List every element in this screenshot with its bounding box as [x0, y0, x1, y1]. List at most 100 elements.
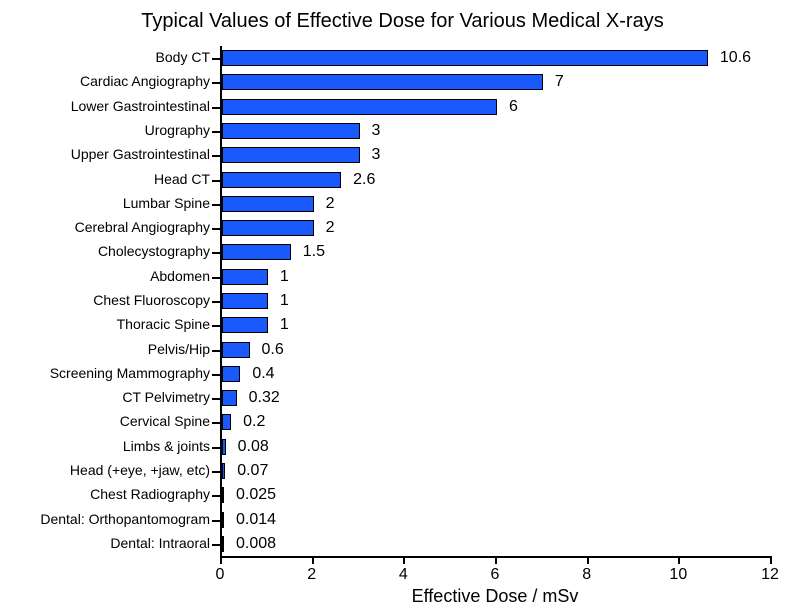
bar: [222, 99, 497, 115]
bar-value-label: 0.008: [236, 534, 276, 554]
y-axis-label: Pelvis/Hip: [0, 341, 210, 357]
y-axis-label: Chest Radiography: [0, 486, 210, 502]
y-axis-tick: [212, 277, 220, 279]
x-axis-tick-label: 6: [491, 566, 500, 584]
y-axis-label: Dental: Orthopantomogram: [0, 511, 210, 527]
y-axis-label: Dental: Intraoral: [0, 535, 210, 551]
bar-value-label: 2: [326, 194, 335, 214]
x-axis-tick-label: 2: [307, 566, 316, 584]
xray-dose-chart: Typical Values of Effective Dose for Var…: [0, 0, 805, 612]
bar-value-label: 2.6: [353, 170, 375, 190]
x-axis-tick: [495, 556, 497, 564]
bar-value-label: 3: [372, 121, 381, 141]
x-axis-tick: [403, 556, 405, 564]
bar: [222, 269, 268, 285]
y-axis-label: Lumbar Spine: [0, 195, 210, 211]
y-axis-tick: [212, 107, 220, 109]
y-axis-tick: [212, 495, 220, 497]
bar-value-label: 1: [280, 267, 289, 287]
y-axis-tick: [212, 131, 220, 133]
y-axis-label: Body CT: [0, 49, 210, 65]
bar-value-label: 0.07: [237, 461, 268, 481]
y-axis-label: Upper Gastrointestinal: [0, 146, 210, 162]
y-axis-label: Chest Fluoroscopy: [0, 292, 210, 308]
bar-value-label: 1: [280, 315, 289, 335]
bar: [222, 196, 314, 212]
y-axis-tick: [212, 325, 220, 327]
x-axis-label: Effective Dose / mSv: [220, 586, 770, 607]
y-axis-tick: [212, 422, 220, 424]
bar: [222, 487, 224, 503]
bar: [222, 244, 291, 260]
y-axis-label: Head CT: [0, 171, 210, 187]
bar-value-label: 0.2: [243, 412, 265, 432]
y-axis-tick: [212, 252, 220, 254]
bar: [222, 123, 360, 139]
y-axis-tick: [212, 228, 220, 230]
y-axis-tick: [212, 374, 220, 376]
y-axis-label: Urography: [0, 122, 210, 138]
x-axis-tick: [770, 556, 772, 564]
y-axis-tick: [212, 350, 220, 352]
y-axis-tick: [212, 544, 220, 546]
bar-value-label: 0.6: [262, 340, 284, 360]
bar-value-label: 0.025: [236, 485, 276, 505]
bar: [222, 366, 240, 382]
y-axis-tick: [212, 447, 220, 449]
x-axis-tick-label: 0: [216, 566, 225, 584]
bar: [222, 512, 224, 528]
bar: [222, 147, 360, 163]
bar: [222, 439, 226, 455]
bar: [222, 463, 225, 479]
chart-title: Typical Values of Effective Dose for Var…: [0, 10, 805, 33]
bar: [222, 317, 268, 333]
y-axis-tick: [212, 82, 220, 84]
bar: [222, 390, 237, 406]
bar: [222, 293, 268, 309]
y-axis-label: Lower Gastrointestinal: [0, 98, 210, 114]
bar: [222, 220, 314, 236]
y-axis-label: Cerebral Angiography: [0, 219, 210, 235]
y-axis-label: Head (+eye, +jaw, etc): [0, 462, 210, 478]
bar-value-label: 6: [509, 97, 518, 117]
y-axis-tick: [212, 301, 220, 303]
bar-value-label: 1.5: [303, 242, 325, 262]
bar-value-label: 2: [326, 218, 335, 238]
y-axis-label: Screening Mammography: [0, 365, 210, 381]
bar-value-label: 10.6: [720, 48, 751, 68]
y-axis-label: Cholecystography: [0, 243, 210, 259]
y-axis-label: Abdomen: [0, 268, 210, 284]
bar: [222, 536, 224, 552]
x-axis-tick: [587, 556, 589, 564]
bar: [222, 172, 341, 188]
y-axis-tick: [212, 155, 220, 157]
y-axis-tick: [212, 471, 220, 473]
bar: [222, 342, 250, 358]
y-axis-label: Limbs & joints: [0, 438, 210, 454]
x-axis-tick: [220, 556, 222, 564]
x-axis-tick: [678, 556, 680, 564]
y-axis-label: Cardiac Angiography: [0, 73, 210, 89]
bar: [222, 414, 231, 430]
bar: [222, 50, 708, 66]
x-axis-tick-label: 8: [582, 566, 591, 584]
y-axis-tick: [212, 180, 220, 182]
y-axis-label: Thoracic Spine: [0, 316, 210, 332]
y-axis-tick: [212, 204, 220, 206]
bar-value-label: 1: [280, 291, 289, 311]
y-axis-label: Cervical Spine: [0, 413, 210, 429]
bar-value-label: 7: [555, 72, 564, 92]
x-axis-tick-label: 10: [669, 566, 687, 584]
bar-value-label: 0.014: [236, 510, 276, 530]
y-axis-tick: [212, 58, 220, 60]
x-axis-tick-label: 4: [399, 566, 408, 584]
y-axis-label: CT Pelvimetry: [0, 389, 210, 405]
bar-value-label: 3: [372, 145, 381, 165]
bar-value-label: 0.08: [238, 437, 269, 457]
bar: [222, 74, 543, 90]
bar-value-label: 0.4: [252, 364, 274, 384]
x-axis-tick: [312, 556, 314, 564]
x-axis-tick-label: 12: [761, 566, 779, 584]
bar-value-label: 0.32: [249, 388, 280, 408]
y-axis-tick: [212, 520, 220, 522]
